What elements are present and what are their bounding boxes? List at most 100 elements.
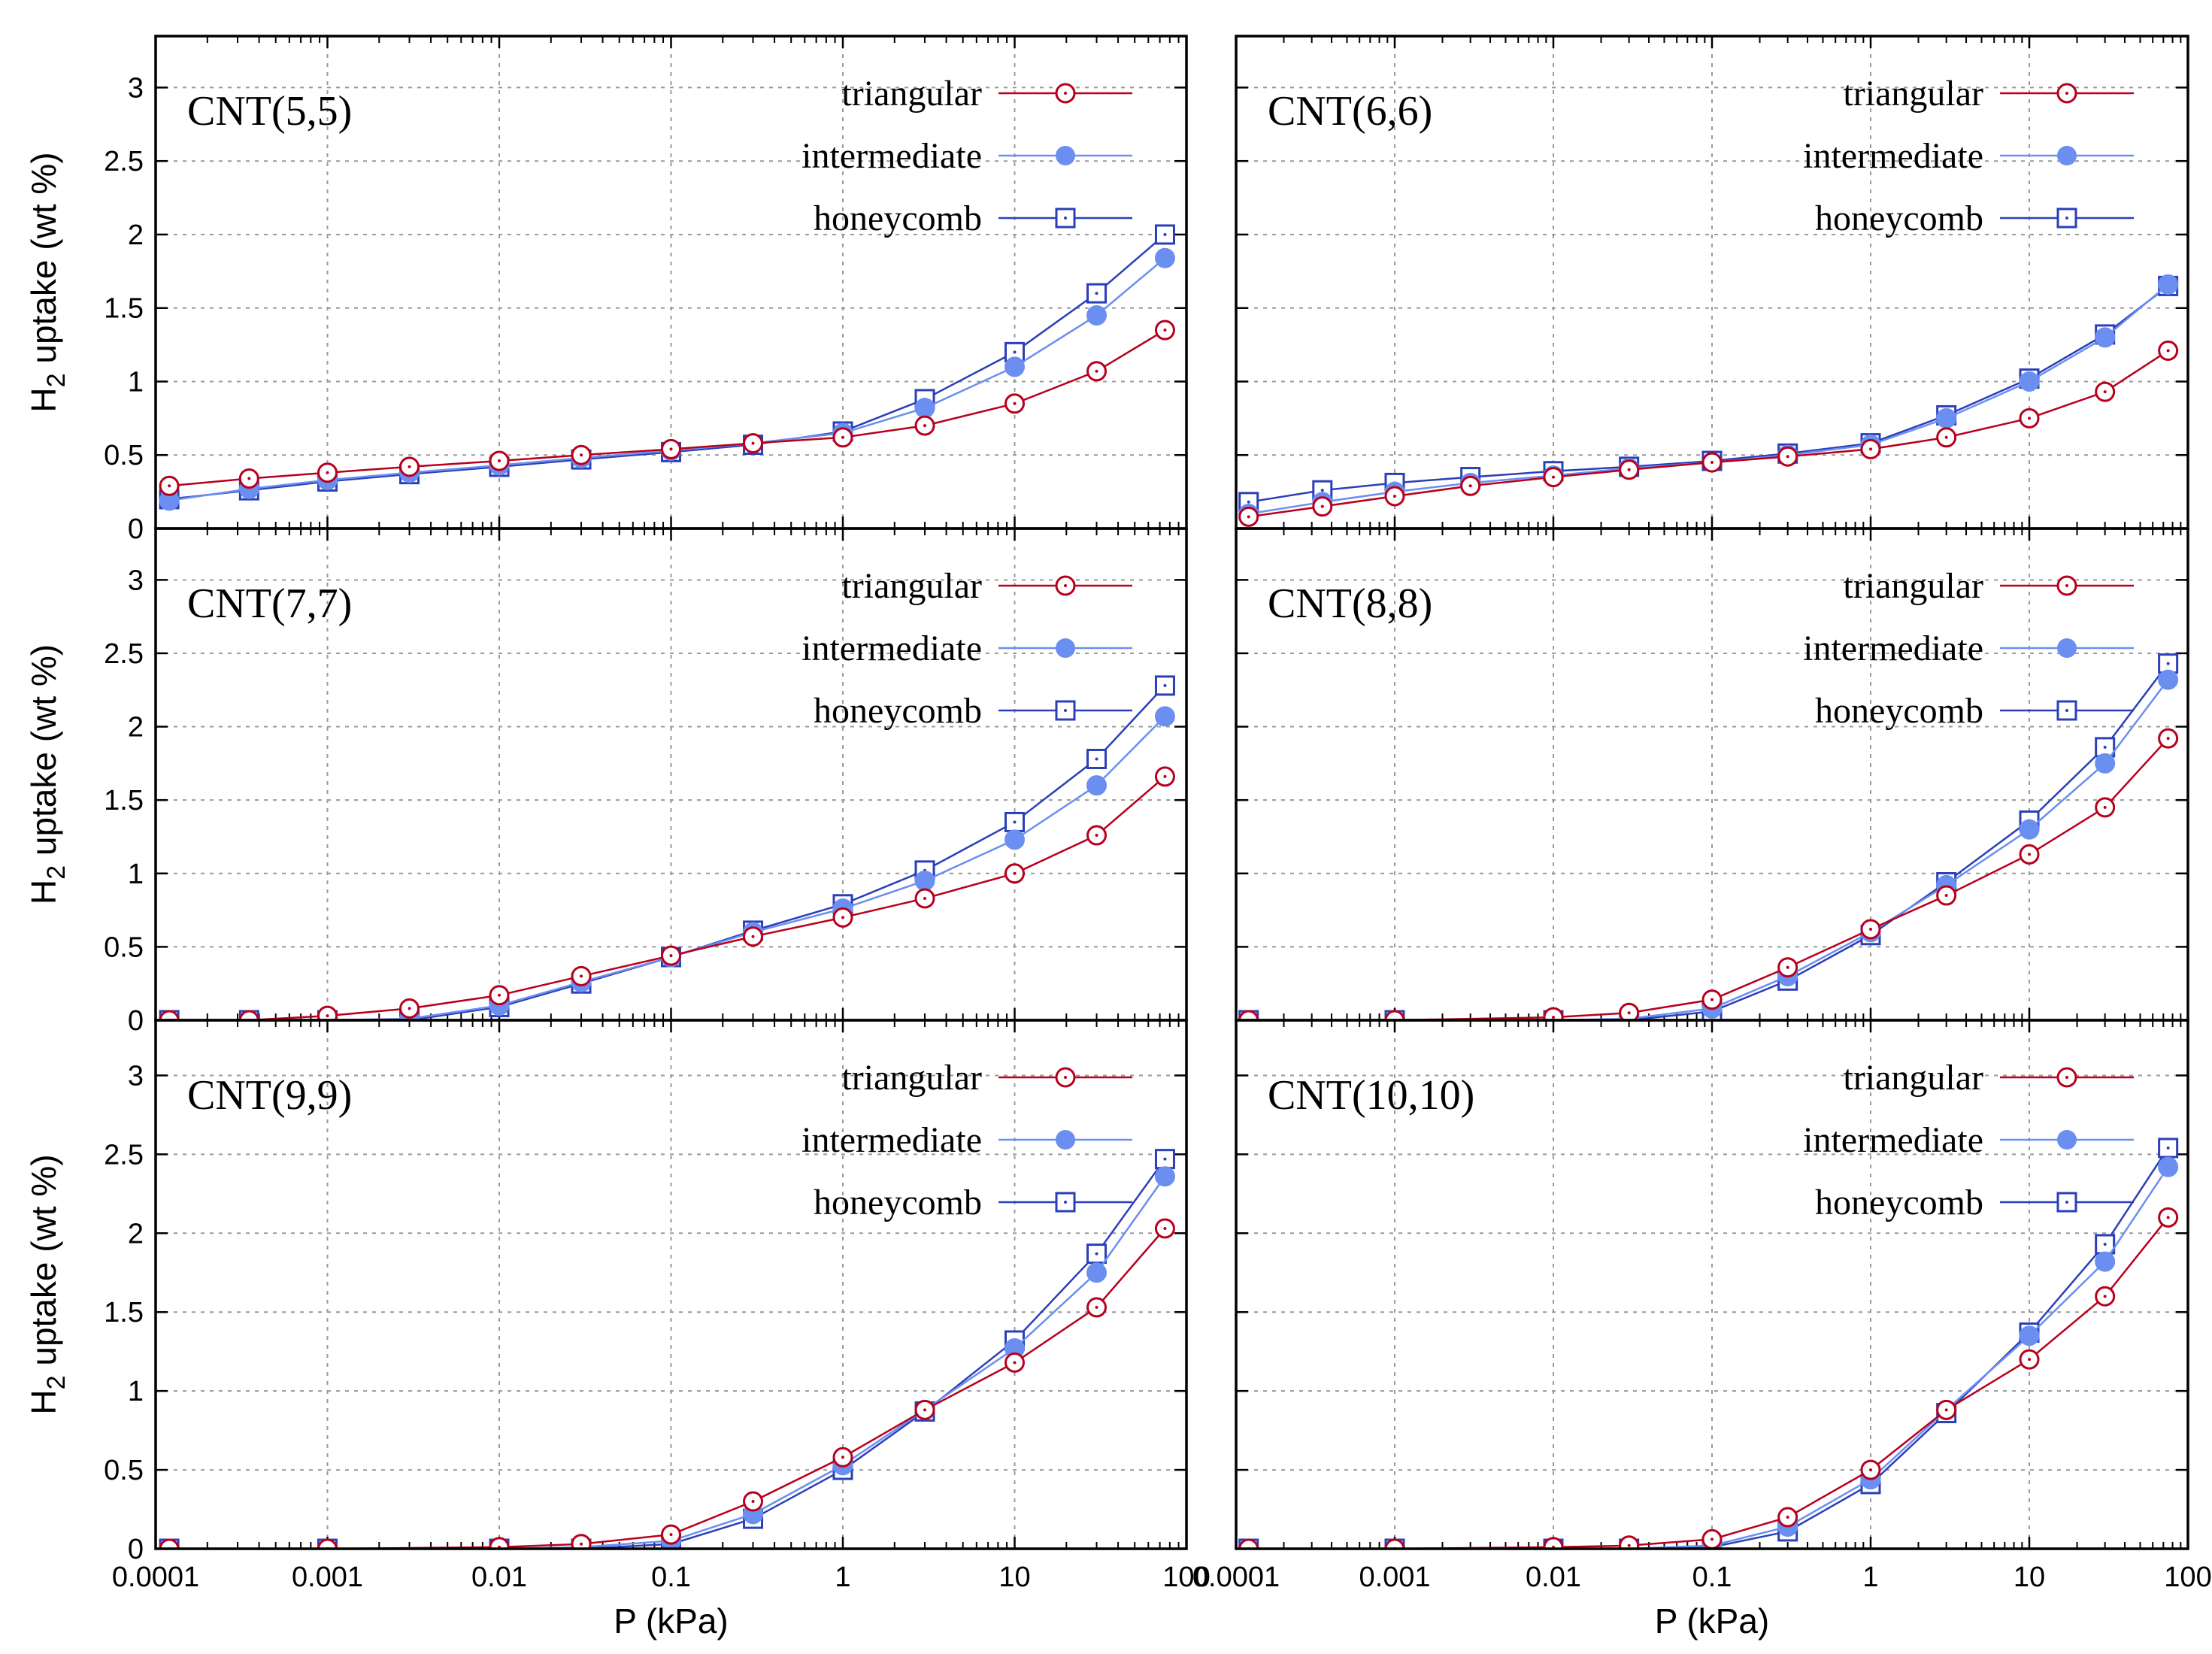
data-point-dot	[1711, 1537, 1714, 1541]
data-point-dot	[1095, 292, 1098, 295]
y-tick-label: 3	[128, 72, 144, 104]
legend-label: triangular	[841, 566, 982, 606]
series-line	[169, 1228, 1166, 1549]
x-tick-label: 0.001	[292, 1562, 363, 1593]
data-point-dot	[1013, 820, 1017, 824]
data-point	[1154, 247, 1175, 268]
data-point	[1086, 1262, 1108, 1283]
x-tick-label: 0.01	[471, 1562, 527, 1593]
data-point	[1154, 706, 1175, 727]
y-tick-label: 3	[128, 1060, 144, 1092]
data-point	[159, 1010, 180, 1020]
grid	[1236, 529, 2188, 1020]
series-triangular	[159, 766, 1175, 1020]
x-tick-label: 0.1	[1692, 1562, 1732, 1593]
data-point-dot	[2103, 390, 2107, 394]
legend-marker	[2057, 638, 2077, 658]
legend-label: triangular	[841, 74, 982, 114]
x-tick-label: 0.0001	[1192, 1562, 1280, 1593]
legend-marker-dot	[1064, 1201, 1067, 1204]
panel-title: CNT(6,6)	[1268, 88, 1432, 135]
y-tick-label: 2.5	[104, 146, 144, 177]
data-point	[1543, 1007, 1564, 1020]
series-triangular	[1238, 340, 2179, 527]
data-point-dot	[1095, 757, 1098, 761]
legend-label: triangular	[1843, 1058, 1983, 1098]
data-point-dot	[2103, 1242, 2107, 1246]
data-point-dot	[498, 993, 501, 997]
x-tick-label: 100	[1162, 1562, 1210, 1593]
data-point-dot	[1869, 1468, 1872, 1472]
data-point-dot	[1320, 504, 1324, 508]
y-axis-label-sub: 2	[42, 1375, 71, 1389]
data-point	[2158, 1138, 2179, 1159]
data-point	[1004, 829, 1025, 850]
data-point-dot	[2166, 737, 2170, 741]
legend-marker	[1055, 700, 1076, 721]
series-honeycomb	[159, 675, 1175, 1020]
y-tick-label: 1.5	[104, 293, 144, 325]
plot-frame	[154, 1019, 1188, 1550]
x-tick-label: 1	[1862, 1562, 1878, 1593]
y-axis-label-prefix: H	[24, 387, 63, 412]
series-triangular	[1238, 728, 2179, 1020]
data-point-dot	[1393, 494, 1396, 498]
panel-5: 0 0.5 1 1.5 2 2.5 3 0.0001 0.001 0.01 0.1 1 10 100 CNT…	[24, 1019, 1211, 1640]
legend-label: honeycomb	[1815, 691, 1983, 731]
legend-label: intermediate	[1803, 629, 1983, 668]
data-point-dot	[841, 916, 844, 919]
data-point-dot	[1095, 834, 1098, 838]
legend-label: triangular	[1843, 74, 1983, 114]
data-point-dot	[2028, 1358, 2031, 1362]
data-point-dot	[1711, 998, 1714, 1001]
data-point-dot	[1095, 369, 1098, 373]
data-point-dot	[580, 974, 583, 978]
y-tick-label: 0	[128, 513, 144, 545]
plot-frame	[1235, 1019, 2189, 1550]
y-tick-label: 0.5	[104, 440, 144, 471]
data-point-dot	[247, 477, 251, 480]
data-point	[2019, 819, 2040, 840]
data-point	[1154, 675, 1175, 696]
data-point-dot	[498, 459, 501, 463]
panel-3: 0 0.5 1 1.5 2 2.5 3 CNT(7,7) triangular intermedi…	[24, 527, 1188, 1037]
x-tick-label: 1	[835, 1562, 850, 1593]
y-axis-label: H2 uptake (wt %)	[24, 1154, 71, 1414]
legend-marker-dot	[2065, 92, 2068, 95]
x-tick-label: 0.1	[651, 1562, 691, 1593]
y-axis-label: H2 uptake (wt %)	[24, 644, 71, 904]
data-point-dot	[1095, 1252, 1098, 1256]
data-point-dot	[2028, 417, 2031, 420]
data-point-dot	[2103, 745, 2107, 749]
data-point-dot	[923, 1408, 927, 1412]
data-point	[1384, 1010, 1405, 1020]
data-point	[1086, 775, 1108, 796]
legend-marker	[1056, 1130, 1075, 1150]
data-point-dot	[2028, 853, 2031, 856]
legend: triangular intermediate honeycomb	[1803, 566, 2134, 731]
y-tick-label: 1.5	[104, 1297, 144, 1328]
data-point-dot	[1944, 435, 1948, 439]
data-point	[238, 1010, 259, 1020]
legend-label: triangular	[1843, 566, 1983, 606]
y-axis-label-sub: 2	[42, 865, 71, 880]
data-point-dot	[580, 453, 583, 457]
x-axis-label: P (kPa)	[1655, 1601, 1770, 1640]
legend-marker-dot	[2065, 584, 2068, 587]
panel-6: 0.0001 0.001 0.01 0.1 1 10 100 CNT(10,10) triang…	[1192, 1019, 2212, 1640]
legend-marker	[2056, 1192, 2077, 1213]
data-point-dot	[1786, 1516, 1789, 1519]
y-tick-label: 1	[128, 859, 144, 890]
data-point-dot	[1944, 894, 1948, 898]
data-point-dot	[2166, 662, 2170, 665]
data-point-dot	[326, 471, 329, 474]
legend-marker-dot	[2065, 1201, 2068, 1204]
legend-marker-dot	[1064, 92, 1067, 95]
data-point-dot	[1786, 965, 1789, 969]
legend-label: honeycomb	[1815, 198, 1983, 238]
y-tick-label: 1.5	[104, 785, 144, 816]
legend-label: honeycomb	[814, 1183, 982, 1222]
data-point-dot	[1468, 484, 1472, 488]
data-point-dot	[2166, 1216, 2170, 1219]
data-point-dot	[408, 1007, 411, 1010]
